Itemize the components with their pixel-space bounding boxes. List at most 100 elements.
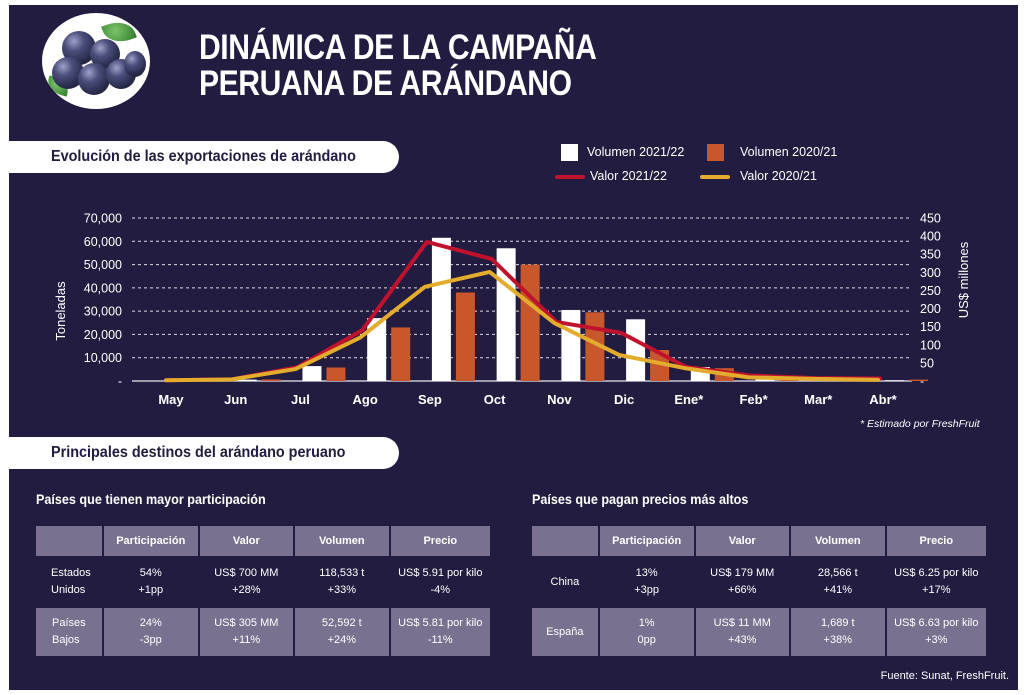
line-value-2020-21 <box>164 269 880 383</box>
bar-volume-2020-21 <box>779 379 799 381</box>
value-cell: US$ 179 MM +66% <box>695 557 790 607</box>
volume-amount: 52,592 t <box>321 617 362 629</box>
participation-cell: 13% +3pp <box>599 557 695 607</box>
bar-volume-2021-22 <box>626 319 646 381</box>
table-row: España 1% 0pp US$ 11 MM +43% 1,689 t +38% U… <box>530 606 989 658</box>
bar-volume-2020-21 <box>326 367 346 381</box>
section-title-destinations: Principales destinos del arándano peruan… <box>9 437 399 469</box>
y-tick-label: 20,000 <box>84 328 122 342</box>
table-row: Estados Unidos 54% +1pp US$ 700 MM +28% 118… <box>35 557 491 607</box>
x-tick-label: Feb* <box>739 392 768 407</box>
table-row: China 13% +3pp US$ 179 MM +66% 28,566 t +41… <box>531 557 987 607</box>
bar-volume-2020-21 <box>261 379 281 381</box>
participation-cell: 1% 0pp <box>597 606 696 658</box>
bar-volume-2021-22 <box>885 380 904 381</box>
header-value: Valor <box>693 524 791 558</box>
table-right-title: Países que pagan precios más altos <box>532 491 772 507</box>
bar-volume-2020-21 <box>455 292 475 381</box>
participation-value: 24% <box>139 617 162 629</box>
country-name: Países <box>52 617 86 629</box>
bar-volume-2020-21 <box>909 379 928 381</box>
legend-label-vol-2021: Volumen 2020/21 <box>740 145 838 159</box>
country-name: España <box>546 625 584 638</box>
value-change: +28% <box>232 584 261 596</box>
y-tick-label: 60,000 <box>84 235 122 249</box>
price-amount: US$ 5.81 por kilo <box>398 617 483 629</box>
y-right-tick-label: 350 <box>920 248 941 262</box>
country-name: Estados <box>51 567 91 579</box>
y-tick-label: - <box>118 375 122 389</box>
table-participation: Participación Valor Volumen Precio Estad… <box>34 524 493 658</box>
header-participation: Participación <box>597 524 696 558</box>
table-left-title-text: Países que tienen mayor participación <box>36 491 266 507</box>
price-amount: US$ 6.25 por kilo <box>894 567 979 579</box>
x-tick-label: Abr* <box>869 392 897 407</box>
price-change: +17% <box>922 584 951 596</box>
source-note: Fuente: Sunat, FreshFruit. <box>880 670 1009 682</box>
y-tick-label: 40,000 <box>84 281 122 295</box>
y-tick-label: 70,000 <box>84 212 122 226</box>
y-tick-label: 50,000 <box>84 258 122 272</box>
legend-label-val-2021: Valor 2020/21 <box>740 169 817 183</box>
y-right-tick-label: 150 <box>920 320 941 334</box>
y-right-axis-title: US$ millones <box>956 241 971 318</box>
legend-label-vol-2122: Volumen 2021/22 <box>587 145 685 159</box>
value-amount: US$ 700 MM <box>214 567 279 579</box>
x-tick-label: Mar* <box>804 392 833 407</box>
volume-amount: 1,689 t <box>820 617 855 629</box>
value-cell: US$ 11 MM +43% <box>693 606 791 658</box>
x-tick-label: May <box>158 392 184 407</box>
country-name: China <box>550 575 580 588</box>
participation-value: 54% <box>139 567 162 579</box>
country-name: Unidos <box>51 584 86 596</box>
bar-volume-2021-22 <box>431 237 451 381</box>
value-cell: US$ 305 MM +11% <box>197 606 296 658</box>
table-row: Países Bajos 24% -3pp US$ 305 MM +11% 52,59… <box>34 606 493 658</box>
x-tick-label: Jun <box>224 392 247 407</box>
price-cell: US$ 6.25 por kilo +17% <box>886 557 987 607</box>
legend-swatch-vol-2122 <box>561 144 578 161</box>
title-line-2: PERUANA DE ARÁNDANO <box>199 64 572 103</box>
page-title: DINÁMICA DE LA CAMPAÑA PERUANA DE ARÁNDA… <box>199 30 597 103</box>
header-value: Valor <box>197 524 296 558</box>
x-tick-label: Dic <box>614 392 634 407</box>
country-cell: Estados Unidos <box>35 557 103 607</box>
table-prices: Participación Valor Volumen Precio China… <box>530 524 989 658</box>
header-country <box>34 524 104 558</box>
header-volume: Volumen <box>788 524 887 558</box>
participation-change: +1pp <box>138 584 164 596</box>
volume-change: +24% <box>327 634 357 646</box>
x-tick-label: Sep <box>418 392 442 407</box>
header-participation: Participación <box>101 524 200 558</box>
country-cell: China <box>531 557 599 607</box>
table-header-row: Participación Valor Volumen Precio <box>530 524 989 558</box>
price-cell: US$ 5.91 por kilo -4% <box>390 557 491 607</box>
blueberries-icon <box>42 13 150 109</box>
x-tick-label: Oct <box>484 392 506 407</box>
value-change: +11% <box>232 634 261 646</box>
country-cell: Países Bajos <box>34 606 104 658</box>
value-cell: US$ 700 MM +28% <box>199 557 294 607</box>
y-tick-label: 10,000 <box>84 351 122 365</box>
price-cell: US$ 6.63 por kilo +3% <box>884 606 989 658</box>
y-right-tick-label: 300 <box>920 266 941 280</box>
table-left-title: Países que tienen mayor participación <box>36 491 291 507</box>
legend-swatch-val-2021 <box>700 175 730 179</box>
participation-value: 1% <box>638 617 655 629</box>
table-right-title-text: Países que pagan precios más altos <box>532 491 749 507</box>
legend-swatch-vol-2021 <box>707 144 724 161</box>
value-change: +66% <box>728 584 757 596</box>
price-amount: US$ 5.91 por kilo <box>398 567 483 579</box>
volume-change: +41% <box>823 584 852 596</box>
exports-chart: - 10,000 20,000 30,000 40,000 50,000 60,000 70,… <box>53 212 971 408</box>
x-tick-label: Nov <box>547 392 572 407</box>
y-right-tick-label: - <box>920 375 924 389</box>
volume-cell: 52,592 t +24% <box>293 606 391 658</box>
price-change: +3% <box>925 634 948 646</box>
chart-footnote: * Estimado por FreshFruit <box>860 418 980 430</box>
volume-amount: 28,566 t <box>817 567 858 579</box>
bar-volume-2021-22 <box>561 309 581 381</box>
x-tick-label: Jul <box>291 392 310 407</box>
price-cell: US$ 5.81 por kilo -11% <box>388 606 493 658</box>
table-header-row: Participación Valor Volumen Precio <box>34 524 493 558</box>
